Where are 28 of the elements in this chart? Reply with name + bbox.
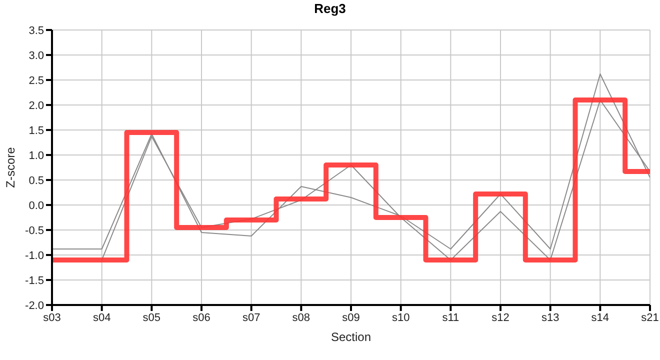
y-tick-label: -1.5	[25, 274, 44, 287]
x-tick-label: s03	[43, 312, 61, 324]
y-tick-label: -2.0	[25, 300, 44, 312]
x-tick-label: s11	[442, 312, 460, 324]
y-tick-label: 3.5	[28, 24, 44, 37]
y-tick-label: 1.5	[28, 124, 44, 137]
y-tick-label: -0.5	[25, 224, 44, 237]
y-tick-label: 0.5	[28, 174, 44, 187]
y-tick-label: 1.0	[28, 150, 44, 162]
x-tick-label: s13	[541, 312, 560, 324]
y-tick-label: -1.0	[25, 250, 44, 262]
y-tick-label: 0.0	[28, 200, 44, 212]
x-tick-label: s04	[92, 312, 111, 324]
x-axis-title: Section	[330, 330, 372, 344]
x-tick-label: s14	[591, 312, 610, 324]
x-tick-label: s09	[342, 312, 360, 324]
x-tick-label: s07	[242, 312, 260, 324]
x-tick-label: s12	[492, 312, 510, 324]
y-tick-label: 2.5	[28, 74, 44, 87]
x-tick-label: s08	[292, 312, 310, 324]
y-tick-label: 2.0	[28, 100, 44, 112]
x-tick-label: s06	[192, 312, 210, 324]
y-axis-title: Z-score	[3, 146, 18, 188]
y-tick-label: 3.0	[28, 50, 44, 62]
chart-title: Reg3	[313, 0, 347, 18]
x-tick-label: s21	[641, 312, 659, 324]
x-tick-label: s05	[142, 312, 161, 324]
x-tick-label: s10	[392, 312, 410, 324]
